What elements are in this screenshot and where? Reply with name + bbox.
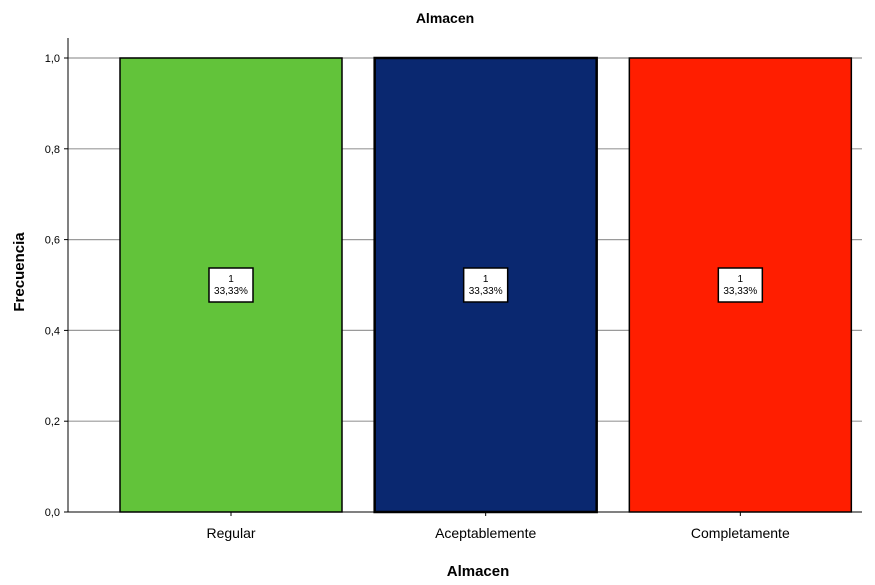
x-tick-label: Completamente: [691, 525, 790, 541]
bars: [119, 56, 853, 514]
data-label-count: 1: [228, 274, 234, 285]
data-label-percent: 33,33%: [469, 286, 503, 297]
x-tick-label: Aceptablemente: [435, 525, 536, 541]
data-label-percent: 33,33%: [723, 286, 757, 297]
chart-title: Almacen: [416, 10, 474, 26]
x-tick-label: Regular: [206, 525, 255, 541]
y-tick-label: 0,0: [45, 507, 60, 519]
y-tick-label: 0,6: [45, 235, 60, 247]
data-label-box: [462, 267, 509, 303]
y-tick-label: 0,8: [45, 144, 60, 156]
axes: 0,0 0,2 0,4 0,6 0,8 1,0 Regular Aceptablemente C…: [45, 38, 862, 541]
data-label-count: 1: [483, 274, 489, 285]
data-labels: 133,33%133,33%133,33%: [208, 267, 764, 303]
x-axis-title: Almacen: [447, 563, 510, 580]
data-label-count: 1: [738, 274, 744, 285]
data-label-box: [717, 267, 764, 303]
y-tick-label: 1,0: [45, 53, 60, 65]
data-label-percent: 33,33%: [214, 286, 248, 297]
y-tick-label: 0,2: [45, 416, 60, 428]
data-label-box: [208, 267, 254, 303]
y-tick-label: 0,4: [45, 325, 60, 337]
y-axis-title: Frecuencia: [11, 232, 28, 312]
